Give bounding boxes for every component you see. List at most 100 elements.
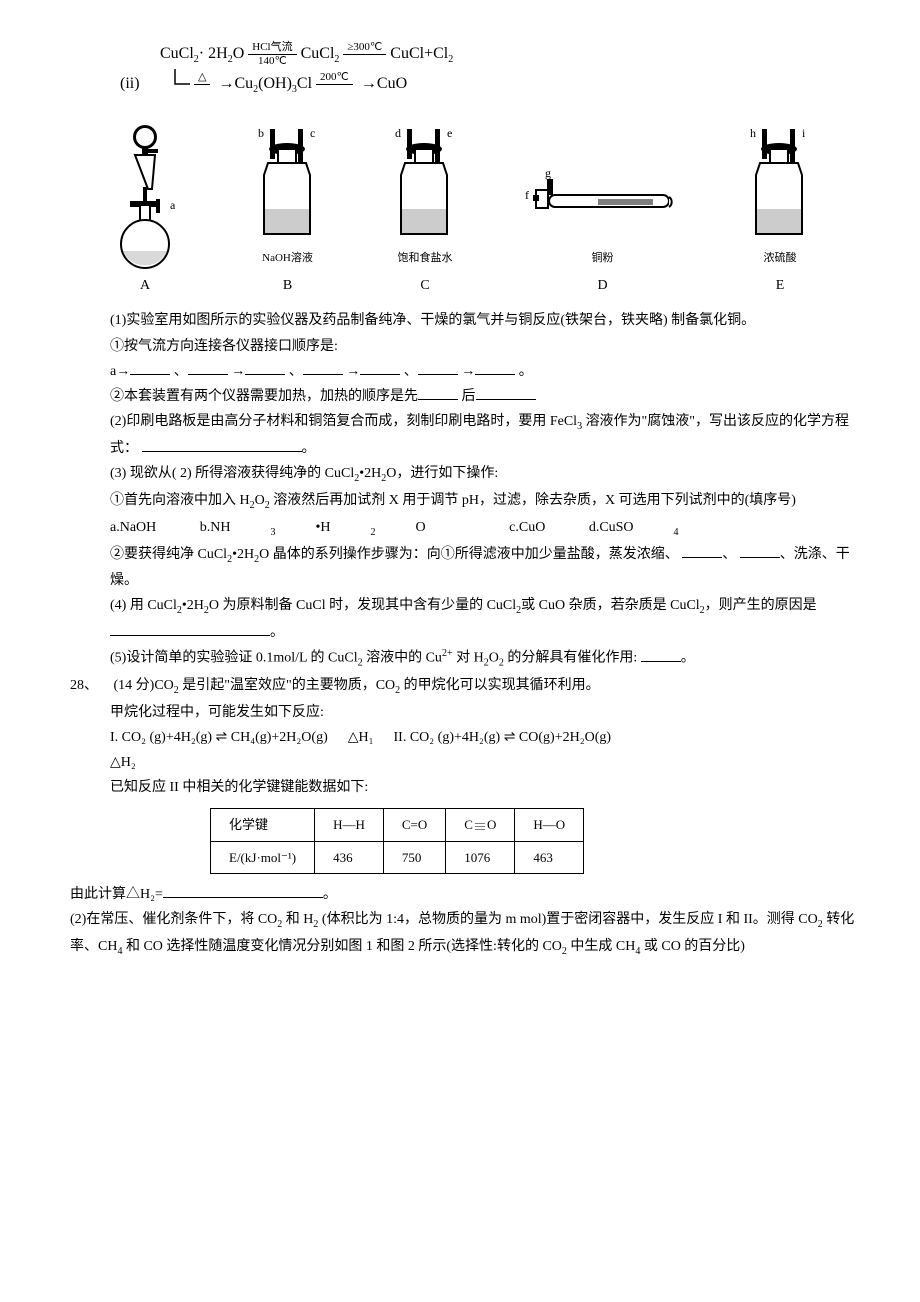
svg-text:i: i bbox=[802, 126, 806, 140]
blank[interactable] bbox=[130, 360, 170, 375]
q28-2: (2)在常压、催化剂条件下，将 CO2 和 H2 (体积比为 1:4，总物质的量… bbox=[70, 907, 860, 961]
th-ho: H—O bbox=[515, 809, 584, 841]
blank[interactable] bbox=[245, 360, 285, 375]
table-row: 化学键 H—H C=O C———O H—O bbox=[211, 809, 584, 841]
blank[interactable] bbox=[475, 360, 515, 375]
reactant-1: CuCl2· 2H2O bbox=[160, 40, 244, 69]
q28-reactions: I. CO₂ (g)+4H₂(g) ⇌ CH₄(g)+2H₂O(g) △H₁ I… bbox=[110, 725, 860, 750]
product-1: CuCl2 bbox=[301, 40, 340, 69]
reaction-1: I. CO₂ (g)+4H₂(g) ⇌ CH₄(g)+2H₂O(g) bbox=[110, 725, 328, 750]
cell: 463 bbox=[515, 841, 584, 873]
apparatus-a-letter: A bbox=[140, 273, 150, 298]
q28-line2: 甲烷化过程中，可能发生如下反应: bbox=[110, 700, 860, 725]
product-4: CuO bbox=[377, 70, 407, 99]
q27-5: (5)设计简单的实验验证 0.1mol/L 的 CuCl2 溶液中的 Cu2+ … bbox=[110, 645, 860, 672]
row-label: E/(kJ·mol⁻¹) bbox=[211, 841, 315, 873]
svg-text:b: b bbox=[258, 126, 264, 140]
q27-4: (4) 用 CuCl2•2H2O 为原料制备 CuCl 时，发现其中含有少量的 … bbox=[110, 593, 860, 645]
choice-c: c.CuO bbox=[509, 520, 545, 535]
th-co-triple: C———O bbox=[446, 809, 515, 841]
q27-3-2: ②要获得纯净 CuCl2•2H2O 晶体的系列操作步骤为：向①所得滤液中加少量盐… bbox=[110, 542, 860, 594]
table-row: E/(kJ·mol⁻¹) 436 750 1076 463 bbox=[211, 841, 584, 873]
apparatus-diagrams: a A b c NaOH溶液 B d e bbox=[100, 119, 820, 298]
apparatus-d-sublabel: 铜粉 bbox=[592, 249, 614, 269]
svg-text:g: g bbox=[545, 166, 551, 180]
reaction-line-1: CuCl2· 2H2O HCl气流 140℃ CuCl2 ≥300℃ CuCl+… bbox=[120, 40, 860, 69]
q28-body: 甲烷化过程中，可能发生如下反应: I. CO₂ (g)+4H₂(g) ⇌ CH₄… bbox=[110, 700, 860, 961]
product-3: Cu2(OH)3Cl bbox=[234, 70, 312, 99]
apparatus-b-svg: b c bbox=[248, 119, 328, 249]
bond-energy-table: 化学键 H—H C=O C———O H—O E/(kJ·mol⁻¹) 436 7… bbox=[210, 808, 584, 874]
cell: 1076 bbox=[446, 841, 515, 873]
blank[interactable] bbox=[142, 437, 302, 452]
apparatus-c: d e 饱和食盐水 C bbox=[385, 119, 465, 298]
svg-text:e: e bbox=[447, 126, 452, 140]
q27-1-1: ①按气流方向连接各仪器接口顺序是: bbox=[110, 334, 860, 359]
apparatus-d-letter: D bbox=[597, 273, 607, 298]
triple-bond-icon: ——— bbox=[475, 822, 485, 831]
apparatus-a-svg: a bbox=[100, 119, 190, 269]
th-hh: H—H bbox=[315, 809, 384, 841]
apparatus-e-svg: h i bbox=[740, 119, 820, 249]
blank[interactable] bbox=[682, 543, 722, 558]
svg-text:f: f bbox=[525, 188, 529, 202]
apparatus-d-svg: f g bbox=[523, 159, 683, 249]
q28-number: 28、 bbox=[70, 673, 110, 698]
product-2: CuCl+Cl2 bbox=[390, 40, 453, 69]
apparatus-d: f g 铜粉 D bbox=[523, 159, 683, 298]
reaction-1-dh: △H₁ bbox=[348, 725, 374, 750]
q28-intro: 28、 (14 分)CO2 是引起"温室效应"的主要物质，CO2 的甲烷化可以实… bbox=[70, 673, 860, 700]
choice-d: d.CuSO4 bbox=[589, 520, 719, 535]
arrow-1: HCl气流 140℃ bbox=[248, 42, 296, 67]
branch-bracket-icon bbox=[160, 69, 190, 99]
apparatus-e-letter: E bbox=[776, 273, 785, 298]
apparatus-c-sublabel: 饱和食盐水 bbox=[398, 249, 453, 269]
question-27: (1)实验室用如图所示的实验仪器及药品制备纯净、干燥的氯气并与铜反应(铁架台，铁… bbox=[110, 308, 860, 673]
svg-text:d: d bbox=[395, 126, 401, 140]
cell: 750 bbox=[383, 841, 445, 873]
blank[interactable] bbox=[418, 360, 458, 375]
q28-line3: 已知反应 II 中相关的化学键键能数据如下: bbox=[110, 775, 860, 800]
blank[interactable] bbox=[740, 543, 780, 558]
q27-1-2: ②本套装置有两个仪器需要加热，加热的顺序是先 后 bbox=[110, 384, 860, 409]
reaction-2-dh: △H₂ bbox=[110, 750, 860, 775]
q27-2: (2)印刷电路板是由高分子材料和铜箔复合而成，刻制印刷电路时，要用 FeCl3 … bbox=[110, 409, 860, 461]
th-co-double: C=O bbox=[383, 809, 445, 841]
cell: 436 bbox=[315, 841, 384, 873]
reaction-scheme: CuCl2· 2H2O HCl气流 140℃ CuCl2 ≥300℃ CuCl+… bbox=[120, 40, 860, 99]
arrow-2: ≥300℃ bbox=[343, 42, 386, 67]
apparatus-b-sublabel: NaOH溶液 bbox=[262, 249, 313, 269]
blank[interactable] bbox=[188, 360, 228, 375]
apparatus-e-sublabel: 浓硫酸 bbox=[764, 249, 797, 269]
apparatus-c-svg: d e bbox=[385, 119, 465, 249]
choice-a: a.NaOH bbox=[110, 520, 156, 535]
q28-calc: 由此计算△H₂=。 bbox=[70, 882, 860, 907]
port-a-label: a bbox=[170, 198, 176, 212]
blank[interactable] bbox=[418, 385, 458, 400]
blank[interactable] bbox=[163, 883, 323, 898]
reaction-2: II. CO₂ (g)+4H₂(g) ⇌ CO(g)+2H₂O(g) bbox=[394, 725, 612, 750]
choice-b: b.NH3•H2O bbox=[200, 520, 466, 535]
blank[interactable] bbox=[110, 621, 270, 636]
svg-text:h: h bbox=[750, 126, 756, 140]
svg-text:c: c bbox=[310, 126, 315, 140]
apparatus-b: b c NaOH溶液 B bbox=[248, 119, 328, 298]
arrow-4: 200℃ bbox=[316, 72, 353, 97]
arrow-3: △ bbox=[194, 72, 210, 97]
apparatus-e: h i 浓硫酸 E bbox=[740, 119, 820, 298]
ii-label: (ii) bbox=[120, 70, 160, 99]
apparatus-a: a A bbox=[100, 119, 190, 298]
question-28: 28、 (14 分)CO2 是引起"温室效应"的主要物质，CO2 的甲烷化可以实… bbox=[70, 673, 860, 961]
q27-3-1: ①首先向溶液中加入 H2O2 溶液然后再加试剂 X 用于调节 pH，过滤，除去杂… bbox=[110, 488, 860, 515]
th-bond: 化学键 bbox=[211, 809, 315, 841]
q27-1-1-blanks: a→ 、 → 、 → 、 → 。 bbox=[110, 359, 860, 384]
blank[interactable] bbox=[360, 360, 400, 375]
reaction-line-2: (ii) △ → Cu2(OH)3Cl 200℃ → CuO bbox=[120, 69, 860, 99]
q27-3-1-choices: a.NaOH b.NH3•H2O c.CuO d.CuSO4 bbox=[110, 515, 860, 542]
apparatus-c-letter: C bbox=[420, 273, 429, 298]
blank[interactable] bbox=[303, 360, 343, 375]
blank[interactable] bbox=[641, 647, 681, 662]
q27-1: (1)实验室用如图所示的实验仪器及药品制备纯净、干燥的氯气并与铜反应(铁架台，铁… bbox=[110, 308, 860, 333]
q27-3: (3) 现欲从( 2) 所得溶液获得纯净的 CuCl2•2H2O，进行如下操作: bbox=[110, 461, 860, 488]
blank[interactable] bbox=[476, 385, 536, 400]
